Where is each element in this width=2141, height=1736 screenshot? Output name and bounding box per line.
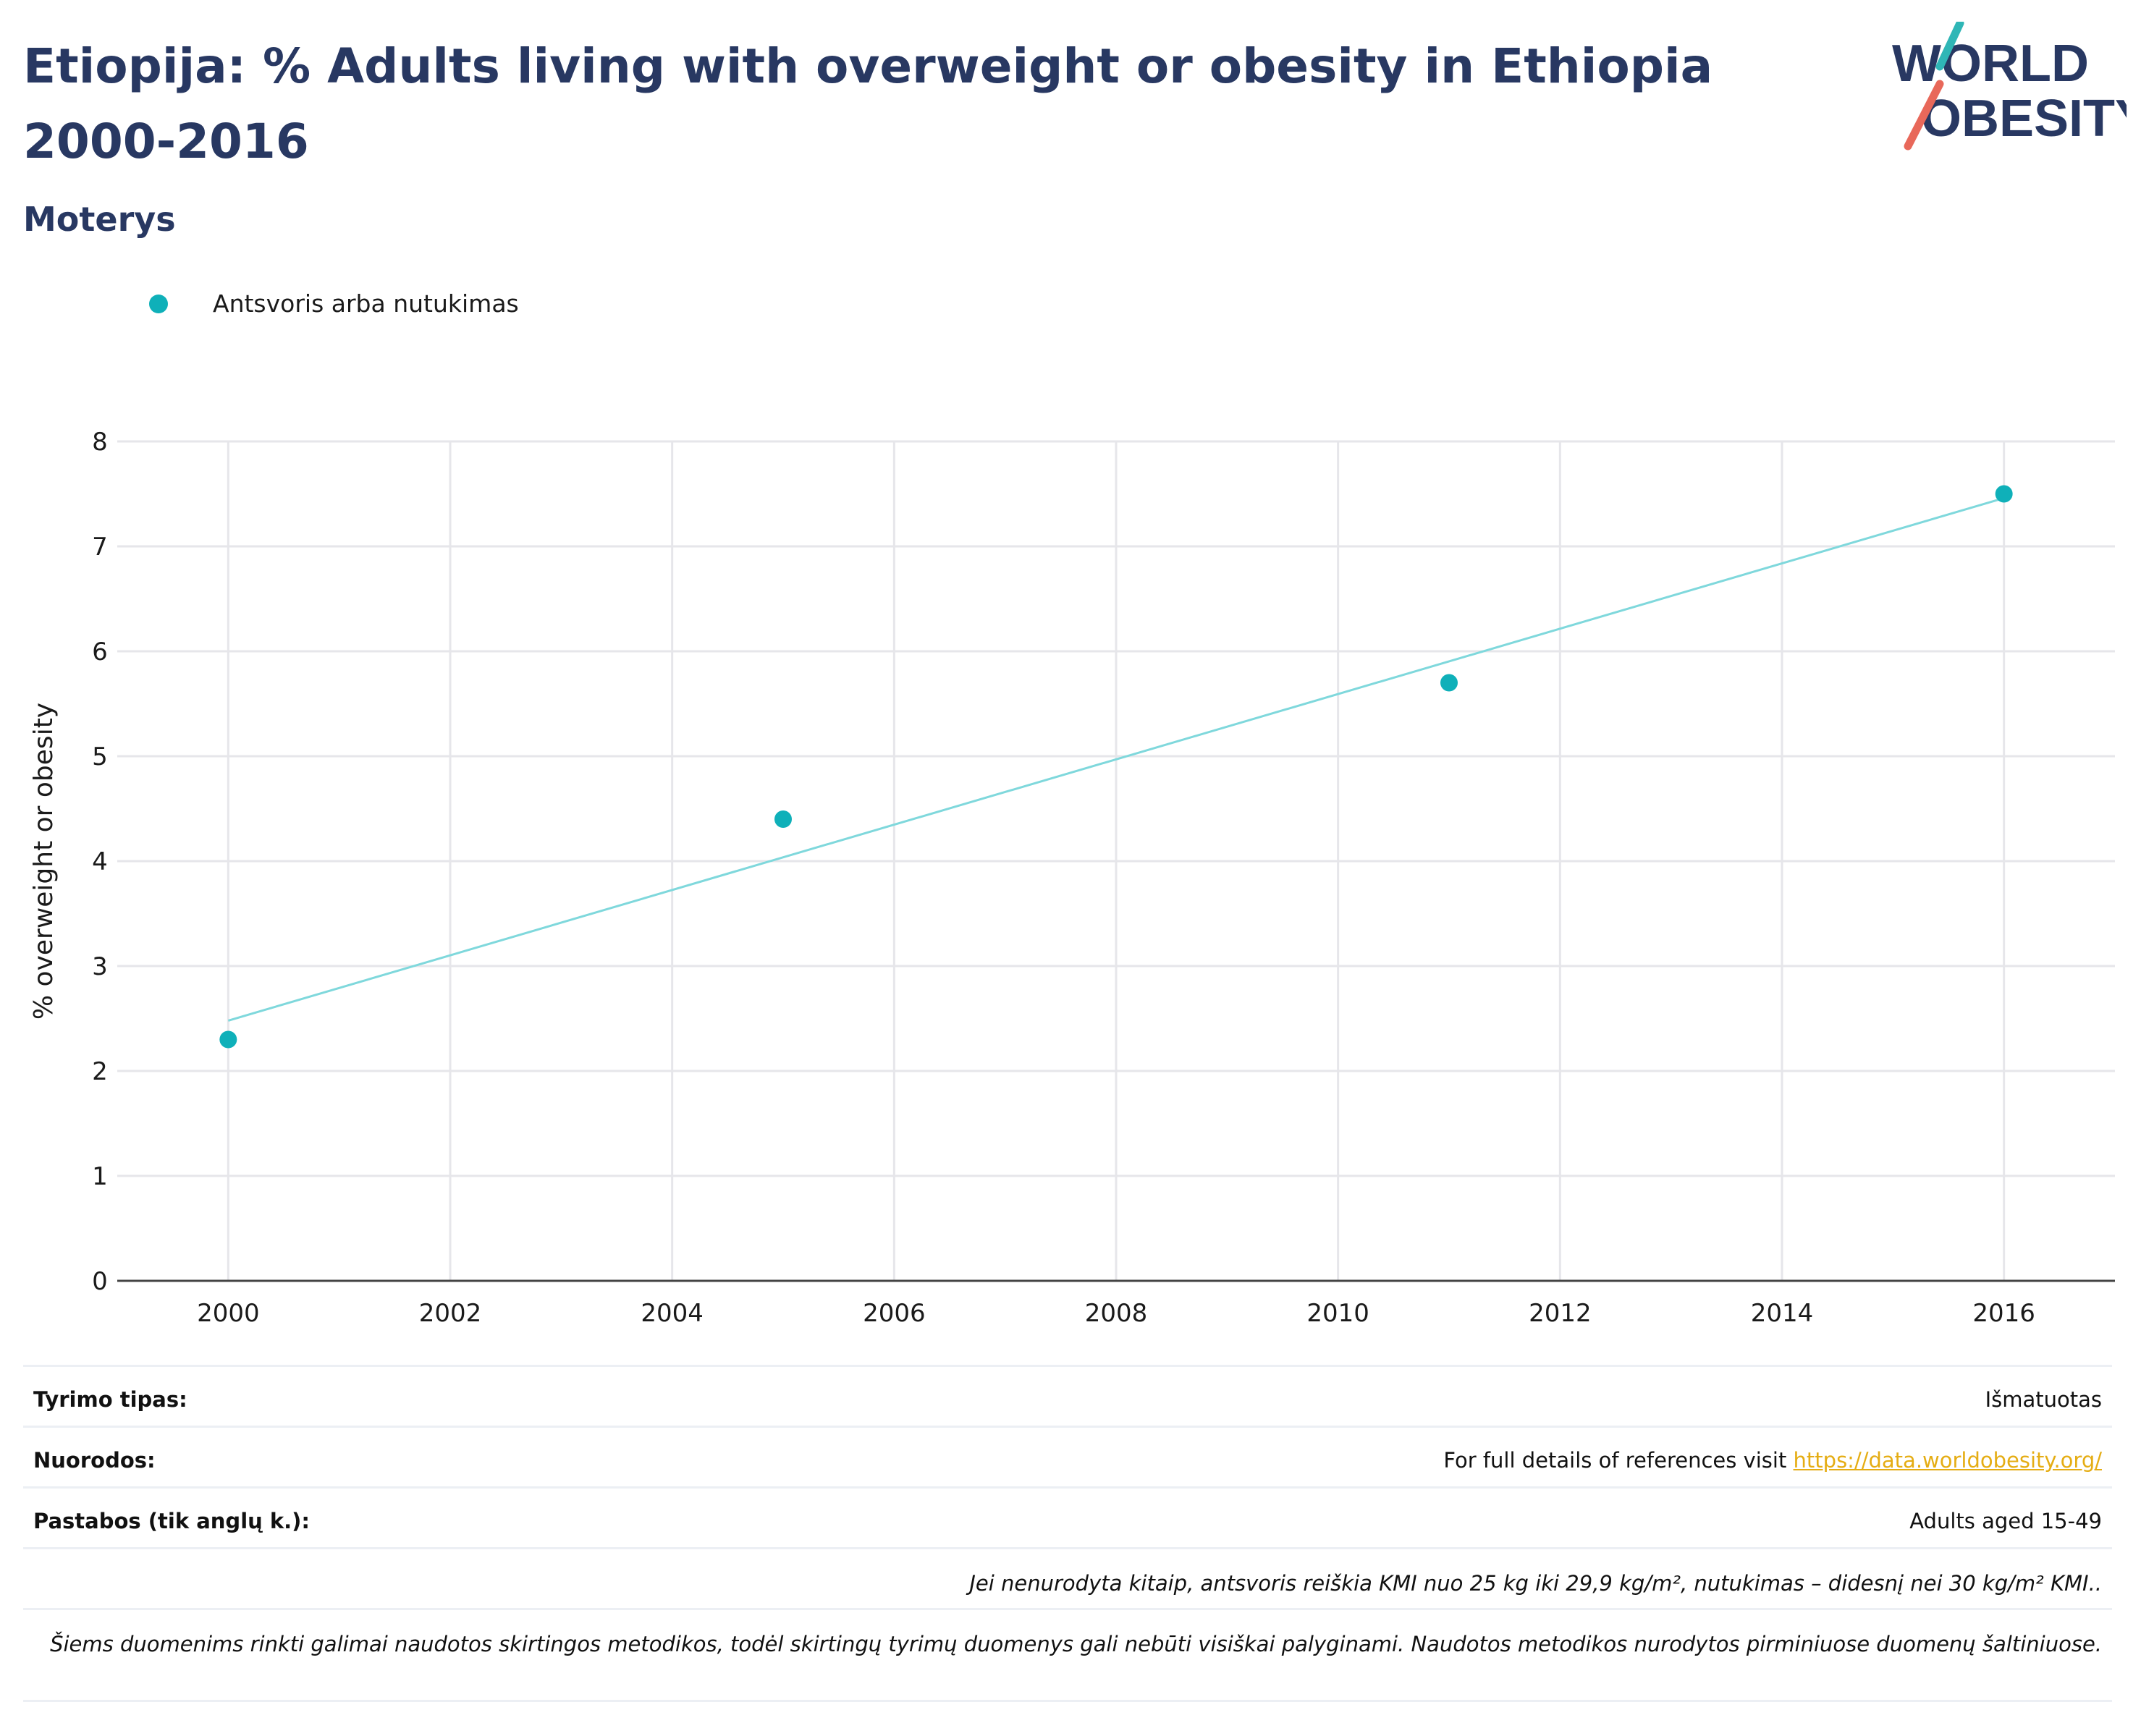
chart-footer: Tyrimo tipas: Išmatuotas Nuorodos: For f… bbox=[23, 1365, 2112, 1702]
x-tick-label: 2006 bbox=[863, 1299, 926, 1328]
references-link[interactable]: https://data.worldobesity.org/ bbox=[1793, 1448, 2102, 1473]
y-axis-title: % overweight or obesity bbox=[29, 703, 59, 1020]
references-label: Nuorodos: bbox=[33, 1448, 156, 1473]
chart-subtitle: Moterys bbox=[23, 200, 176, 239]
x-tick-label: 2008 bbox=[1085, 1299, 1148, 1328]
legend-marker bbox=[149, 294, 168, 313]
footer-row-study-type: Tyrimo tipas: Išmatuotas bbox=[23, 1365, 2112, 1428]
x-tick-label: 2000 bbox=[197, 1299, 260, 1328]
chart-legend[interactable]: Antsvoris arba nutukimas bbox=[149, 289, 519, 318]
y-tick-label: 5 bbox=[92, 742, 108, 771]
study-type-label: Tyrimo tipas: bbox=[33, 1387, 187, 1412]
trend-line bbox=[227, 496, 2005, 1022]
x-tick-label: 2002 bbox=[419, 1299, 482, 1328]
footer-row-references: Nuorodos: For full details of references… bbox=[23, 1426, 2112, 1489]
x-tick-label: 2004 bbox=[641, 1299, 704, 1328]
legend-label: Antsvoris arba nutukimas bbox=[213, 289, 519, 318]
chart-title: Etiopija: % Adults living with overweigh… bbox=[23, 38, 1713, 169]
world-obesity-logo: WORLD OBESITY bbox=[1892, 22, 2127, 151]
x-tick-label: 2010 bbox=[1306, 1299, 1369, 1328]
methods-note: Šiems duomenims rinkti galimai naudotos … bbox=[50, 1632, 2102, 1656]
footer-row-notes: Pastabos (tik anglų k.): Adults aged 15-… bbox=[23, 1486, 2112, 1549]
notes-label: Pastabos (tik anglų k.): bbox=[33, 1509, 311, 1533]
footer-row-methods: Šiems duomenims rinkti galimai naudotos … bbox=[23, 1608, 2112, 1702]
scatter-chart: 0 1 2 3 4 5 6 7 8 2000 2002 2004 2006 2008 2010 2012 201… bbox=[29, 428, 2115, 1328]
y-tick-label: 1 bbox=[92, 1162, 108, 1191]
references-text: For full details of references visit bbox=[1443, 1448, 1794, 1473]
data-point bbox=[1440, 674, 1458, 692]
logo-text-world: WORLD bbox=[1892, 35, 2089, 93]
y-tick-label: 3 bbox=[92, 952, 108, 981]
data-point bbox=[1995, 485, 2013, 503]
x-tick-label: 2014 bbox=[1751, 1299, 1814, 1328]
data-point bbox=[219, 1030, 237, 1049]
y-tick-label: 8 bbox=[92, 428, 108, 457]
data-point bbox=[774, 810, 792, 828]
y-tick-label: 6 bbox=[92, 638, 108, 666]
footer-row-definition: Jei nenurodyta kitaip, antsvoris reiškia… bbox=[23, 1547, 2112, 1610]
references-value: For full details of references visit htt… bbox=[1443, 1448, 2102, 1473]
y-tick-label: 2 bbox=[92, 1057, 108, 1086]
y-tick-label: 7 bbox=[92, 533, 108, 562]
notes-value: Adults aged 15-49 bbox=[1909, 1509, 2102, 1533]
definition-note: Jei nenurodyta kitaip, antsvoris reiškia… bbox=[969, 1571, 2102, 1596]
y-tick-label: 0 bbox=[92, 1267, 108, 1296]
x-tick-label: 2012 bbox=[1529, 1299, 1592, 1328]
y-tick-label: 4 bbox=[92, 847, 108, 876]
x-tick-label: 2016 bbox=[1972, 1299, 2035, 1328]
study-type-value: Išmatuotas bbox=[1985, 1387, 2102, 1412]
logo-text-obesity: OBESITY bbox=[1921, 90, 2127, 148]
